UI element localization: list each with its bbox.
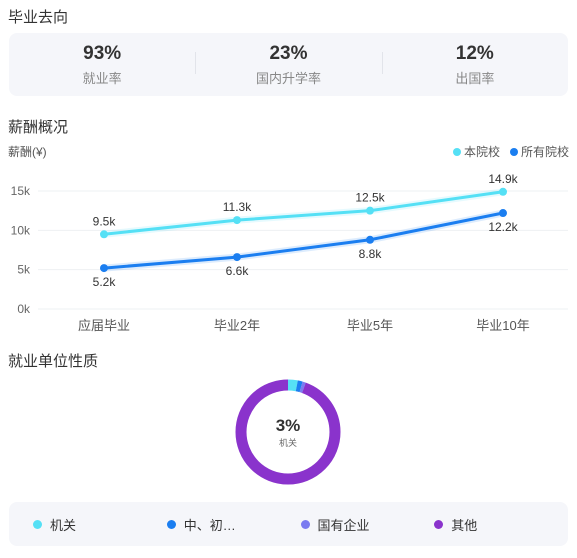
legend-item-state-owned[interactable]: 国有企业 xyxy=(300,515,435,534)
stat-domestic-study-rate: 23% 国内升学率 xyxy=(195,42,381,87)
legend-item-government[interactable]: 机关 xyxy=(33,515,167,534)
data-point xyxy=(366,235,374,244)
legend-item-other[interactable]: 其他 xyxy=(434,515,568,534)
stat-label: 出国率 xyxy=(455,71,495,86)
employer-legend: 机关 中、初… 国有企业 其他 xyxy=(9,502,568,546)
x-tick-label: 毕业5年 xyxy=(347,318,393,333)
stat-employment-rate: 93% 就业率 xyxy=(9,42,195,87)
data-label: 6.6k xyxy=(226,264,250,278)
data-label: 5.2k xyxy=(93,275,117,289)
destination-title: 毕业去向 xyxy=(8,9,69,26)
data-label: 8.8k xyxy=(359,247,383,261)
legend-label: 本院校 xyxy=(463,145,500,159)
legend-dot-icon xyxy=(300,519,310,529)
data-point xyxy=(366,206,374,215)
legend-dot-icon xyxy=(33,519,42,529)
data-point xyxy=(499,209,507,218)
stat-value: 93% xyxy=(83,43,122,64)
y-tick-label: 15k xyxy=(11,184,31,198)
legend-dot-icon xyxy=(434,519,444,529)
data-label: 9.5k xyxy=(93,214,117,228)
data-label: 12.5k xyxy=(355,191,385,205)
series-line-shadow xyxy=(103,209,504,272)
data-point xyxy=(100,230,108,239)
legend-dot-icon xyxy=(166,519,176,529)
series-line xyxy=(103,211,504,270)
stat-value: 12% xyxy=(455,43,494,64)
legend-dot-icon xyxy=(452,147,461,156)
x-tick-label: 毕业2年 xyxy=(214,318,260,333)
donut-center: 3% 机关 xyxy=(234,378,342,486)
salary-title: 薪酬概况 xyxy=(8,119,69,136)
legend-all-schools[interactable]: 所有院校 xyxy=(509,143,569,160)
salary-line-chart: 0k 5k 10k 15k 应届毕业 毕业2年 毕业5年 毕业10年 9.5k 11.3k 12.5… xyxy=(11,172,568,333)
y-tick-label: 5k xyxy=(17,263,31,277)
donut-center-value: 3% xyxy=(275,416,301,435)
x-tick-label: 毕业10年 xyxy=(476,318,529,333)
employer-donut-chart: 3% 机关 xyxy=(234,378,342,486)
donut-segment[interactable] xyxy=(235,379,341,485)
graduation-stats-panel: 93% 就业率 23% 国内升学率 12% 出国率 xyxy=(9,33,568,96)
x-tick-label: 应届毕业 xyxy=(78,318,130,333)
y-tick-label: 0k xyxy=(17,302,31,316)
stat-value: 23% xyxy=(269,43,308,64)
legend-this-school[interactable]: 本院校 xyxy=(452,143,500,160)
legend-label: 所有院校 xyxy=(520,145,569,159)
legend-label: 中、初… xyxy=(183,517,236,533)
donut-center-label: 机关 xyxy=(278,438,297,448)
legend-item-schools[interactable]: 中、初… xyxy=(166,515,301,534)
stat-label: 国内升学率 xyxy=(255,71,321,86)
series-line xyxy=(103,190,504,236)
chart-legend: 本院校 所有院校 xyxy=(452,143,569,160)
data-point xyxy=(233,216,241,225)
employer-type-title: 就业单位性质 xyxy=(8,353,99,370)
y-tick-label: 10k xyxy=(11,223,31,237)
donut-svg xyxy=(235,379,341,485)
data-label: 12.2k xyxy=(488,220,518,234)
data-point xyxy=(233,253,241,262)
data-label: 14.9k xyxy=(488,172,518,186)
legend-label: 机关 xyxy=(50,517,77,533)
legend-label: 其他 xyxy=(451,517,478,533)
stat-label: 就业率 xyxy=(82,71,122,86)
data-label: 11.3k xyxy=(223,200,252,214)
data-point xyxy=(100,264,108,273)
legend-dot-icon xyxy=(509,147,518,156)
y-axis-label: 薪酬(¥) xyxy=(8,145,47,159)
data-point xyxy=(499,187,507,196)
stat-abroad-rate: 12% 出国率 xyxy=(381,42,568,87)
legend-label: 国有企业 xyxy=(317,517,370,533)
